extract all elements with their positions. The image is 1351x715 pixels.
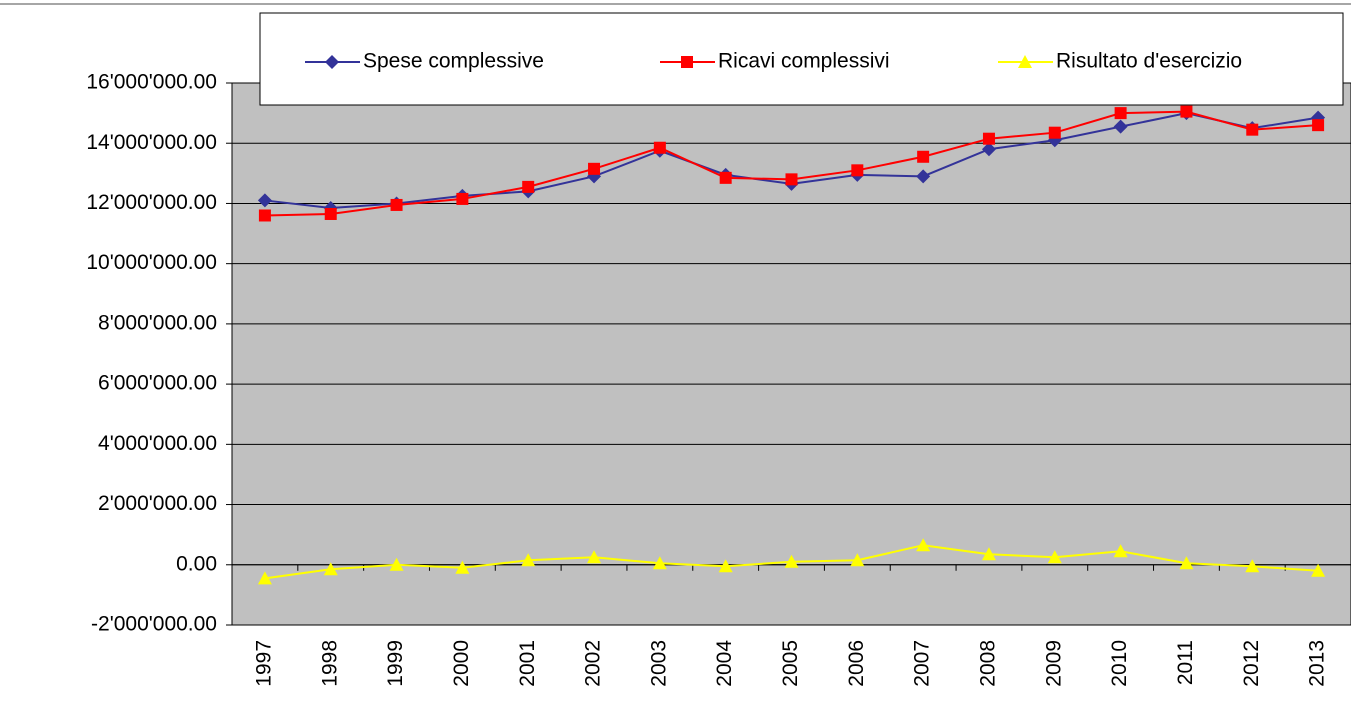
y-tick-label: 16'000'000.00 bbox=[86, 71, 217, 94]
marker bbox=[522, 180, 535, 193]
marker bbox=[325, 55, 339, 69]
x-tick-label: 2005 bbox=[779, 640, 802, 687]
marker bbox=[1180, 105, 1193, 118]
x-tick-label: 2004 bbox=[713, 640, 736, 687]
marker bbox=[1312, 119, 1325, 132]
legend: Spese complessive Ricavi complessivi Risul… bbox=[259, 12, 1344, 106]
x-tick-label: 1997 bbox=[252, 640, 275, 687]
x-tick-label: 2008 bbox=[977, 640, 1000, 687]
y-tick-label: 0.00 bbox=[176, 552, 217, 575]
plot-area bbox=[231, 82, 1351, 626]
marker bbox=[257, 193, 272, 208]
marker bbox=[982, 132, 995, 145]
marker bbox=[257, 571, 272, 585]
x-tick-label: 2013 bbox=[1306, 640, 1329, 687]
x-tick-label: 2000 bbox=[450, 640, 473, 687]
x-tick-label: 2006 bbox=[845, 640, 868, 687]
marker bbox=[1246, 123, 1259, 136]
marker bbox=[916, 169, 931, 184]
marker bbox=[784, 554, 799, 568]
y-tick-label: 4'000'000.00 bbox=[98, 432, 217, 455]
y-tick-label: -2'000'000.00 bbox=[91, 613, 217, 636]
marker bbox=[652, 556, 667, 570]
legend-box bbox=[259, 12, 1344, 106]
marker bbox=[681, 56, 693, 68]
legend-label: Ricavi complessivi bbox=[718, 50, 890, 73]
marker bbox=[981, 142, 996, 157]
x-tick-label: 2003 bbox=[647, 640, 670, 687]
marker bbox=[389, 557, 404, 571]
marker bbox=[1114, 107, 1127, 120]
legend-label: Spese complessive bbox=[363, 50, 544, 73]
marker bbox=[258, 209, 271, 222]
x-tick-label: 2001 bbox=[516, 640, 539, 687]
x-tick-label: 1998 bbox=[318, 640, 341, 687]
marker bbox=[323, 562, 338, 576]
marker bbox=[1245, 559, 1260, 573]
marker bbox=[521, 553, 536, 567]
x-tick-label: 1999 bbox=[384, 640, 407, 687]
marker bbox=[718, 559, 733, 573]
marker bbox=[785, 173, 798, 186]
x-tick-label: 2007 bbox=[911, 640, 934, 687]
y-tick-label: 14'000'000.00 bbox=[86, 131, 217, 154]
marker bbox=[917, 150, 930, 163]
x-tick-label: 2011 bbox=[1174, 640, 1197, 685]
x-tick-label: 2012 bbox=[1240, 640, 1263, 687]
y-tick-label: 10'000'000.00 bbox=[86, 251, 217, 274]
x-tick-label: 2010 bbox=[1108, 640, 1131, 687]
marker bbox=[1179, 556, 1194, 570]
y-tick-label: 2'000'000.00 bbox=[98, 492, 217, 515]
marker bbox=[916, 538, 931, 552]
marker bbox=[851, 164, 864, 177]
legend-label: Risultato d'esercizio bbox=[1056, 50, 1242, 73]
marker bbox=[324, 207, 337, 220]
marker bbox=[1048, 126, 1061, 139]
marker bbox=[653, 141, 666, 154]
y-tick-label: 8'000'000.00 bbox=[98, 311, 217, 334]
marker bbox=[981, 547, 996, 561]
marker bbox=[719, 171, 732, 184]
y-tick-label: 12'000'000.00 bbox=[86, 191, 217, 214]
marker bbox=[1113, 544, 1128, 558]
marker bbox=[588, 162, 601, 175]
marker bbox=[1047, 550, 1062, 564]
marker bbox=[455, 560, 470, 574]
marker bbox=[456, 192, 469, 205]
x-tick-label: 2002 bbox=[582, 640, 605, 687]
marker bbox=[850, 553, 865, 567]
y-tick-label: 6'000'000.00 bbox=[98, 372, 217, 395]
marker bbox=[1113, 119, 1128, 134]
marker bbox=[390, 198, 403, 211]
marker bbox=[587, 550, 602, 564]
marker bbox=[1018, 55, 1032, 68]
x-tick-label: 2009 bbox=[1042, 640, 1065, 687]
marker bbox=[1311, 563, 1326, 577]
